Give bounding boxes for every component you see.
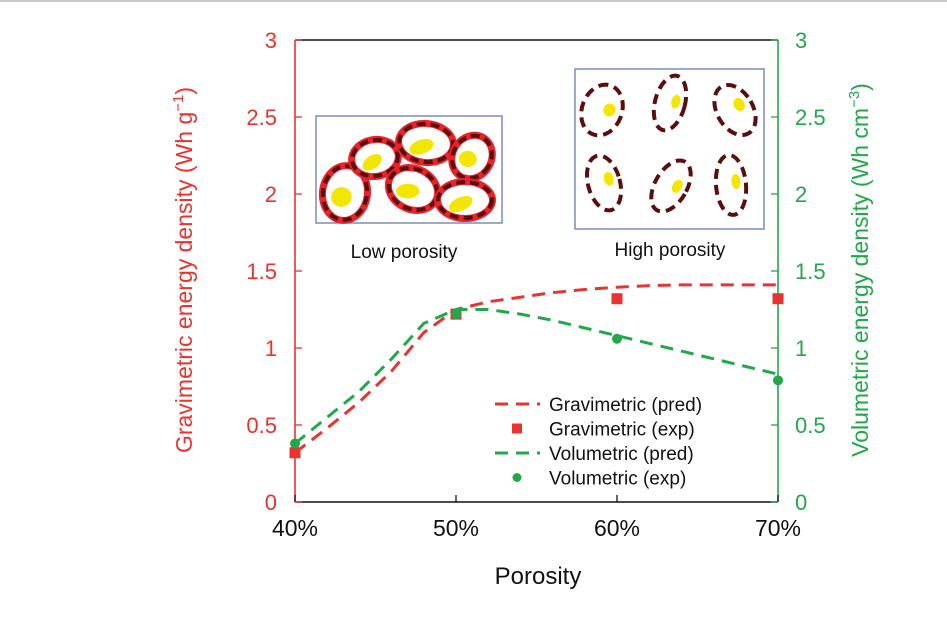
left-axis-label-sup: −1 [170,95,187,112]
high-porosity-particle [651,73,689,133]
high-porosity-particle [649,158,693,214]
point-volumetric-exp [612,333,622,344]
left-axis-label-close: ) [171,87,197,95]
low-porosity-particle [318,162,372,224]
point-gravimetric-exp [772,293,784,305]
point-volumetric-exp [773,375,783,386]
legend-swatch [512,423,522,434]
high-porosity-particle [584,153,624,213]
low-porosity-particle [434,178,496,222]
left-axis-ticks: 0 0.5 1 1.5 2 2.5 3 [246,28,302,515]
legend: Gravimetric (pred) Gravimetric (exp) Volum… [495,395,702,490]
left-tick-label: 0 [265,490,277,515]
low-porosity-particle [448,131,496,183]
legend-label: Volumetric (pred) [549,444,694,465]
low-porosity-particle [348,135,402,181]
left-tick-label: 0.5 [246,413,277,438]
series-layer [289,283,784,459]
high-porosity-box [574,68,765,230]
x-tick-label: 40% [272,515,318,541]
right-axis-label: Volumetric energy density (Wh cm−3) [846,83,873,457]
left-axis-label: Gravimetric energy density (Wh g−1) [170,87,197,453]
left-tick-label: 3 [265,28,277,53]
point-gravimetric-exp [611,293,623,305]
x-tick-label: 60% [594,515,640,541]
point-gravimetric-exp [289,447,301,459]
x-tick-label: 50% [433,515,479,541]
high-porosity-particle [713,153,749,217]
left-tick-label: 2 [265,182,277,207]
legend-item: Volumetric (pred) [495,444,694,465]
legend-item: Gravimetric (exp) [512,420,695,441]
x-axis-label: Porosity [495,563,582,590]
low-porosity-particle [395,119,457,167]
top-border [0,0,947,2]
left-tick-label: 1.5 [246,259,277,284]
left-axis-label-text: Gravimetric energy density (Wh g [171,112,197,453]
x-tick-label: 70% [755,515,801,541]
series-line-volumetric-pred [294,308,779,445]
left-tick-label: 1 [265,336,277,361]
right-axis-label-text: Volumetric energy density (Wh cm [847,108,873,457]
series-line-gravimetric-pred [294,283,778,454]
right-tick-label: 1 [795,336,807,361]
right-tick-label: 2.5 [795,105,826,130]
right-axis-ticks: 0 0.5 1 1.5 2 2.5 3 [771,28,826,515]
right-axis-label-close: ) [847,83,873,91]
high-porosity-label: High porosity [615,240,726,261]
point-volumetric-exp [290,438,300,449]
right-axis-label-sup: −3 [846,91,863,108]
legend-label: Gravimetric (pred) [549,395,702,416]
legend-swatch [512,473,522,482]
right-tick-label: 1.5 [795,259,826,284]
legend-item: Gravimetric (pred) [495,395,702,416]
right-tick-label: 2 [795,182,807,207]
right-tick-label: 0 [795,490,807,515]
insets: Low porosity High porosity [315,68,765,263]
legend-label: Gravimetric (exp) [549,420,695,441]
high-porosity-particle [579,82,625,138]
point-volumetric-exp [451,309,461,320]
left-tick-label: 2.5 [246,105,277,130]
legend-label: Volumetric (exp) [549,469,686,490]
low-porosity-label: Low porosity [351,242,458,263]
x-axis-ticks: 40% 50% 60% 70% [272,495,801,541]
right-tick-label: 3 [795,28,807,53]
right-tick-label: 0.5 [795,413,826,438]
legend-item: Volumetric (exp) [512,469,686,490]
